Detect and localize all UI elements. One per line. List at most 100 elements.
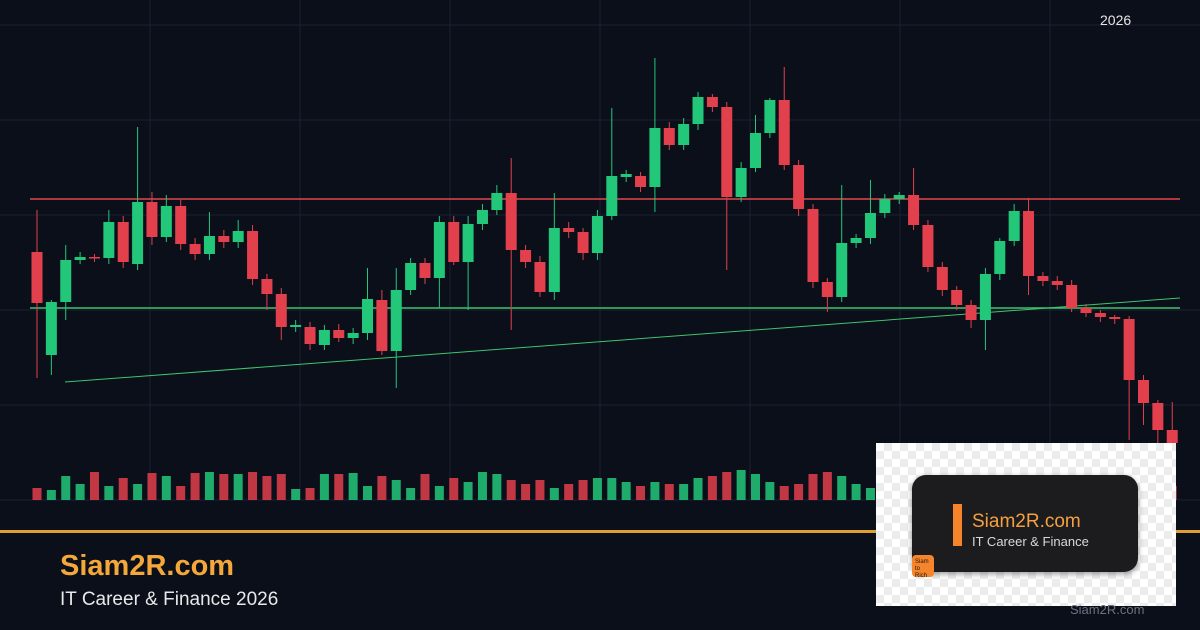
candle-body [290, 325, 302, 327]
volume-bar [420, 474, 430, 500]
candle-body [74, 257, 86, 260]
volume-bar [837, 476, 847, 500]
candle-body [606, 176, 618, 216]
volume-bar [736, 470, 746, 500]
candle-body [951, 290, 963, 305]
volume-bar [822, 472, 832, 500]
candle-body [1066, 285, 1078, 308]
volume-bar [707, 476, 717, 500]
candle-body [936, 267, 948, 290]
logo-bar [953, 504, 962, 546]
volume-bar [75, 484, 85, 500]
volume-bar [406, 488, 416, 500]
candle-body [520, 250, 532, 262]
year: 2026 [1100, 12, 1132, 28]
volume-bar [89, 472, 99, 500]
candle-body [347, 333, 359, 338]
volume-bar [104, 486, 114, 500]
volume-bar [204, 472, 214, 500]
divider [0, 530, 1200, 533]
candle-body [476, 210, 488, 224]
candle-body [793, 165, 805, 209]
candle-body [1080, 308, 1092, 313]
volume-bar [276, 474, 286, 500]
candle-body [203, 236, 215, 254]
candle-body [548, 228, 560, 292]
candle-body [333, 330, 345, 338]
candle-body [1037, 276, 1049, 281]
volume-bar [592, 478, 602, 500]
candle-body [491, 193, 503, 210]
volume-bar [147, 473, 157, 500]
trend-line [64, 297, 1181, 383]
candle-body [261, 279, 273, 294]
volume-bar [334, 474, 344, 500]
volume-bar [477, 472, 487, 500]
volume-bar [291, 489, 301, 500]
candle-body [505, 193, 517, 250]
volume-bar [564, 484, 574, 500]
volume-bar [765, 482, 775, 500]
candle-body [850, 238, 862, 243]
volume-bar [118, 478, 128, 500]
volume-bar [305, 488, 315, 500]
candle-body [304, 327, 316, 344]
candle-body [1152, 403, 1164, 430]
candle-body [433, 222, 445, 278]
candle-body [60, 260, 72, 302]
candle-body [979, 274, 991, 320]
volume-bar [506, 480, 516, 500]
logo-icon: Siam to Rich [912, 555, 934, 579]
volume-bar [463, 482, 473, 500]
logo-subtitle: IT Career & Finance [972, 534, 1089, 549]
volume-bar [32, 488, 42, 500]
candle-body [88, 257, 100, 259]
candle-body [764, 100, 776, 133]
candle-body [275, 294, 287, 327]
volume-bar [348, 473, 358, 500]
volume-bar [794, 484, 804, 500]
candle-body [735, 168, 747, 197]
candle-body [922, 225, 934, 267]
logo-image: Siam2R.com IT Career & Finance Siam to R… [876, 443, 1176, 606]
candle-body [448, 222, 460, 262]
candle-body [635, 176, 647, 187]
volume-bar [851, 484, 861, 500]
volume-bar [161, 476, 171, 500]
candle-body [994, 241, 1006, 274]
candle-body [821, 282, 833, 297]
volume-bar [434, 486, 444, 500]
volume-bar [363, 486, 373, 500]
candle-body [1008, 211, 1020, 241]
candle-body [807, 209, 819, 282]
candle-body [591, 216, 603, 253]
volume-bar [262, 476, 272, 500]
volume-bar [664, 484, 674, 500]
candle-body [175, 206, 187, 244]
volume-bar [535, 480, 545, 500]
candle-body [232, 231, 244, 242]
volume-bar [722, 472, 732, 500]
volume-bar [46, 490, 56, 500]
candle-body [247, 231, 259, 279]
brand-subtitle: IT Career & Finance 2026 [60, 589, 279, 610]
candle-body [31, 252, 43, 303]
volume-bar [679, 484, 689, 500]
candle-body [678, 124, 690, 145]
candle-body [864, 213, 876, 238]
candle-body [117, 222, 129, 262]
candle-body [1051, 281, 1063, 285]
candle-body [462, 224, 474, 262]
volume-bar [808, 474, 818, 500]
volume-bar [449, 478, 459, 500]
brand-title: Siam2R.com [60, 550, 235, 582]
candle-body [721, 107, 733, 197]
candle-body [893, 195, 905, 199]
candle-body [1137, 380, 1149, 403]
candle-body [1166, 430, 1178, 443]
candle-body [534, 262, 546, 292]
candle-body [778, 100, 790, 165]
volume-bar [319, 474, 329, 500]
volume-bar [779, 486, 789, 500]
candle-body [620, 174, 632, 177]
